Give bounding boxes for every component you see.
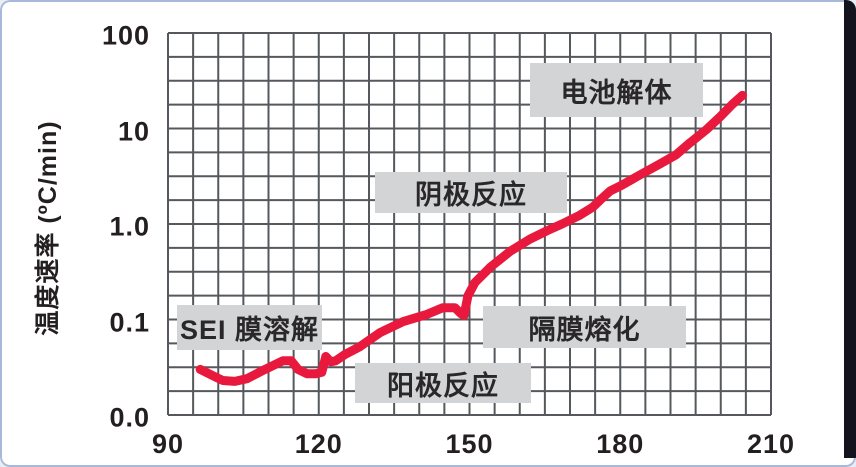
y-axis-title: 温度速率 (ºC/min): [34, 120, 62, 336]
x-tick-180: 180: [596, 429, 645, 459]
y-tick-0.1: 0.1: [109, 307, 150, 337]
x-tick-150: 150: [445, 429, 494, 459]
y-tick-0.0: 0.0: [109, 402, 150, 433]
annotation-box-3: 隔膜熔化: [483, 306, 686, 348]
y-tick-100: 100: [101, 20, 150, 51]
y-tick-1.0: 1.0: [109, 211, 150, 242]
y-tick-10: 10: [117, 116, 150, 146]
annotation-box-0: SEI 膜溶解: [177, 305, 322, 350]
x-tick-120: 120: [294, 429, 343, 459]
page-edge-artifact: [844, 0, 856, 458]
annotation-box-4: 电池解体: [530, 63, 703, 117]
annotation-box-2: 阴极反应: [375, 172, 567, 213]
x-tick-210: 210: [746, 429, 796, 459]
x-tick-90: 90: [151, 429, 185, 459]
annotation-box-1: 阳极反应: [355, 363, 531, 403]
